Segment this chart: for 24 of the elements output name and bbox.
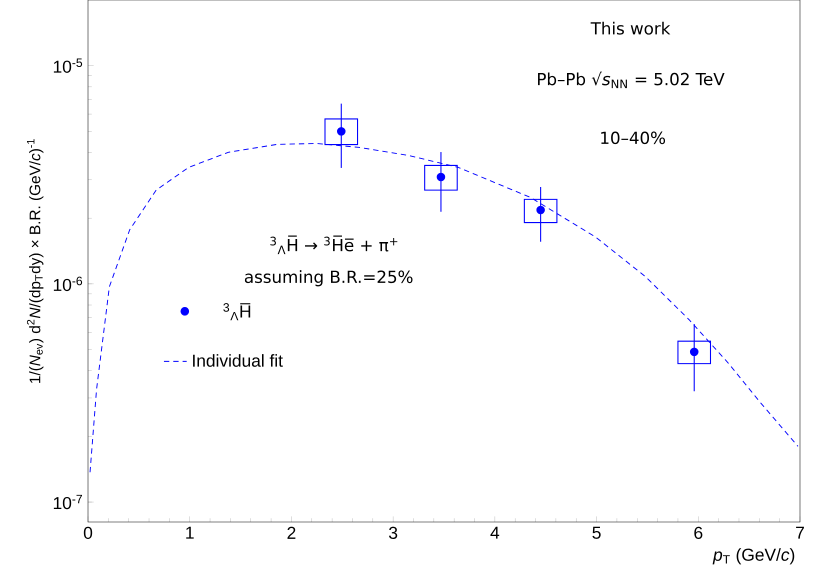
legend-label: Individual fit xyxy=(193,354,283,367)
point xyxy=(337,127,346,136)
x-tick-label: 1 xyxy=(186,526,194,539)
x-tick-label: 5 xyxy=(592,526,601,539)
y-tick-label: 10$^{-5}$ xyxy=(54,58,82,73)
y-tick-label: 10$^{-7}$ xyxy=(54,494,82,510)
legend-label: 3$_{Λ}$H̅ xyxy=(223,303,250,320)
point xyxy=(690,348,698,356)
x-tick-label: 6 xyxy=(694,526,702,540)
x-tick-label: 0 xyxy=(84,526,92,540)
point xyxy=(436,172,446,182)
text: 1/(N$_{ev}$) d$^{2}$N/(dp$_{T}$dy) × B.R. (GeV/c)$^{-1}$ xyxy=(26,139,44,383)
annotation: 3$_{Λ}$H̅ → $^{3}$H̅e̅ + π$^{+}$ xyxy=(270,236,398,254)
x-tick-label: 2 xyxy=(287,526,296,539)
x-tick-label: 7 xyxy=(796,526,804,539)
point xyxy=(536,206,545,214)
x-axis-title: p$_{T}$ (GeV/c) xyxy=(712,548,794,564)
annotation: Pb–Pb √s$_{NN}$ = 5.02 TeV xyxy=(538,72,725,88)
x-tick-label: 4 xyxy=(490,526,500,539)
y-tick-label: 10$^{-6}$ xyxy=(54,276,82,292)
annotation: 10–40% xyxy=(601,132,666,144)
annotation: assuming B.R.=25% xyxy=(244,270,412,286)
annotation: This work xyxy=(590,22,670,35)
x-tick-label: 3 xyxy=(388,526,398,540)
